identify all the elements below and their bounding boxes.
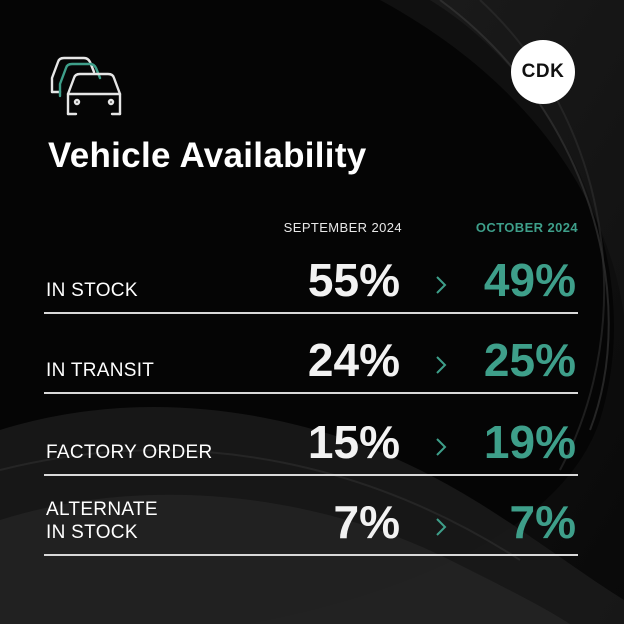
current-value: 7% <box>509 496 576 548</box>
chevron-right-icon <box>436 518 447 536</box>
chevron-right-icon <box>436 438 447 456</box>
cdk-logo: CDK <box>511 40 575 104</box>
previous-value: 55% <box>307 254 400 306</box>
current-value: 19% <box>483 416 576 468</box>
cars-icon <box>50 56 122 116</box>
chevron-right-icon <box>436 356 447 374</box>
previous-value: 24% <box>307 334 400 386</box>
chevron-right-icon <box>436 276 447 294</box>
table-row: IN TRANSIT 24% 25% <box>44 330 578 394</box>
previous-value: 7% <box>333 496 400 548</box>
row-label: IN TRANSIT <box>46 360 155 381</box>
table-row: FACTORY ORDER 15% 19% <box>44 410 578 476</box>
column-header-current: OCTOBER 2024 <box>475 220 578 235</box>
previous-value: 15% <box>307 416 400 468</box>
row-label: FACTORY ORDER <box>46 442 213 463</box>
row-label: IN STOCK <box>46 280 138 301</box>
current-value: 25% <box>483 334 576 386</box>
table-row: IN STOCK 55% 49% <box>44 250 578 314</box>
column-header-previous: SEPTEMBER 2024 <box>283 220 402 235</box>
table-row: ALTERNATE IN STOCK 7% 7% <box>44 490 578 556</box>
page-title: Vehicle Availability <box>48 136 367 175</box>
row-label: ALTERNATE IN STOCK <box>46 499 158 543</box>
current-value: 49% <box>483 254 576 306</box>
